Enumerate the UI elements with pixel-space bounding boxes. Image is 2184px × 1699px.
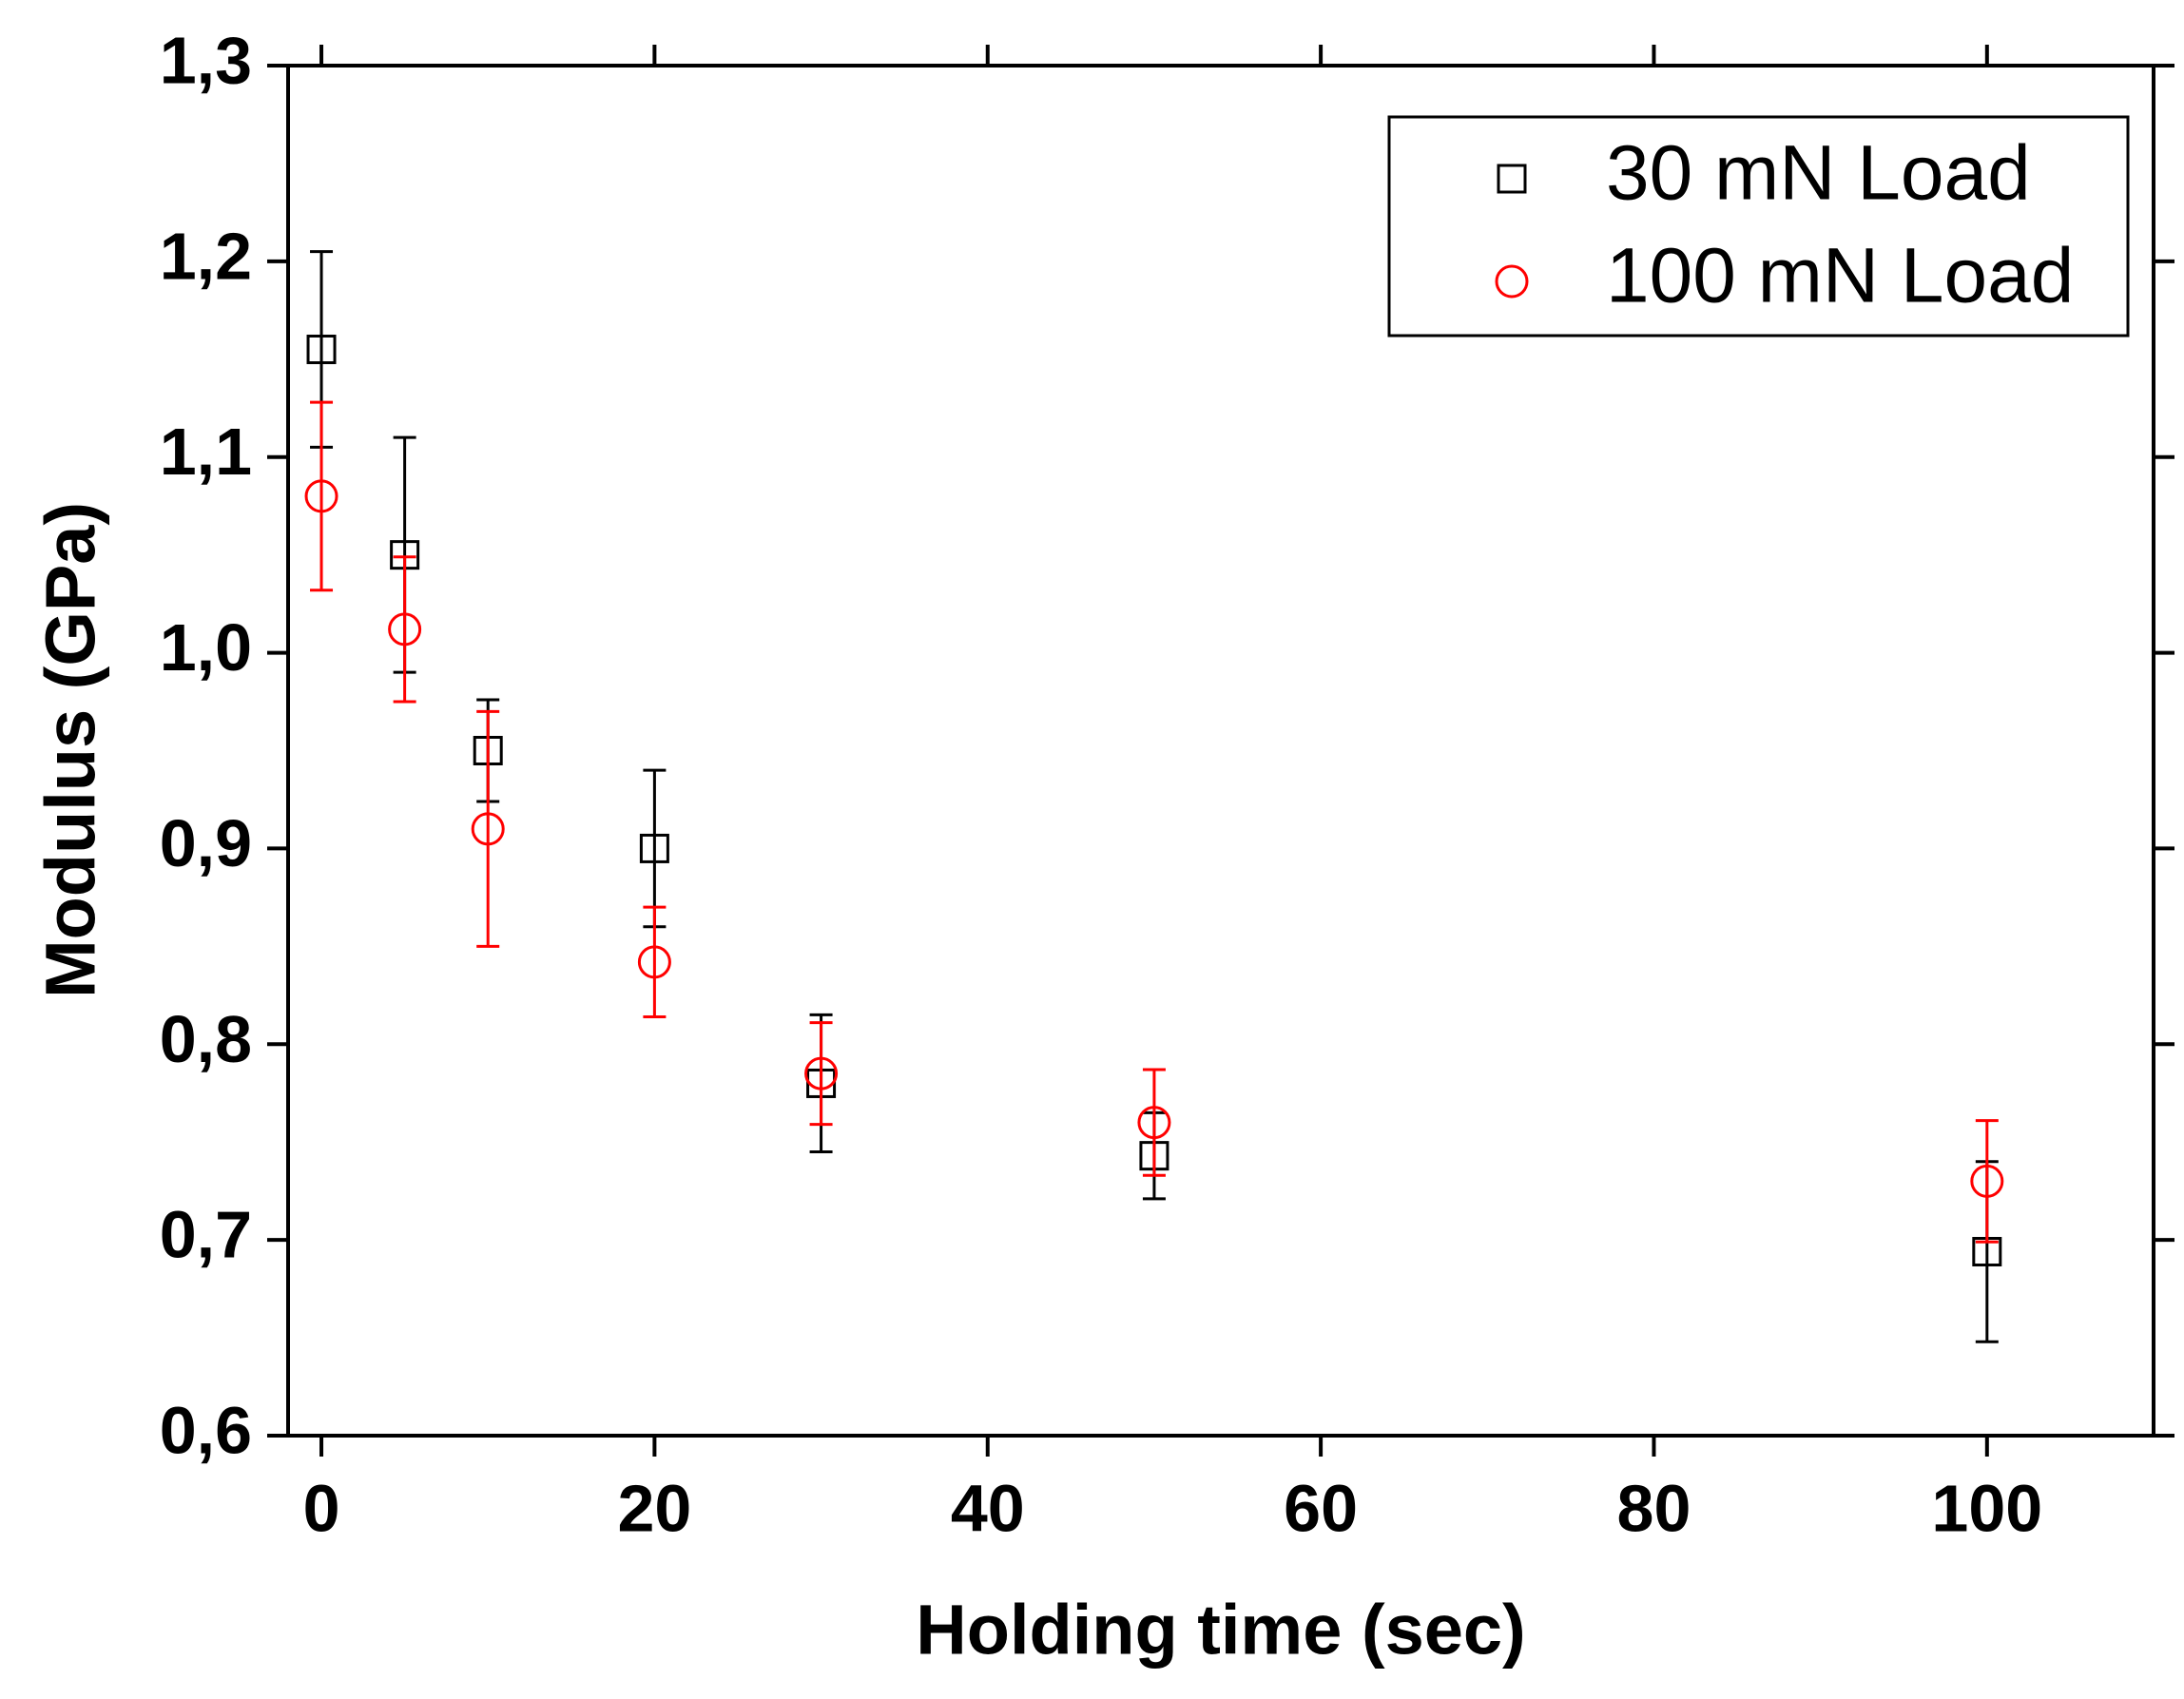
x-tick-label: 80 bbox=[1617, 1471, 1691, 1545]
error-bar bbox=[809, 1021, 833, 1127]
data-point bbox=[1970, 1164, 2004, 1198]
y-tick-label: 1,1 bbox=[160, 415, 252, 489]
error-bar bbox=[1975, 1119, 1999, 1244]
y-tick-label: 1,3 bbox=[160, 23, 252, 97]
x-tick-label: 60 bbox=[1284, 1471, 1358, 1545]
x-tick-label: 100 bbox=[1931, 1471, 2042, 1545]
error-bar bbox=[1142, 1068, 1166, 1177]
x-tick-label: 40 bbox=[951, 1471, 1025, 1545]
error-bar bbox=[310, 400, 334, 592]
y-tick-label: 0,9 bbox=[160, 806, 252, 880]
y-axis-title: Modulus (GPa) bbox=[31, 502, 110, 998]
legend-label: 30 mN Load bbox=[1606, 130, 2031, 217]
legend-marker bbox=[1497, 164, 1527, 194]
x-tick-label: 20 bbox=[617, 1471, 691, 1545]
data-point bbox=[639, 833, 669, 863]
y-tick-label: 1,2 bbox=[160, 219, 252, 293]
plot-frame bbox=[286, 64, 2155, 1438]
x-axis-title: Holding time (sec) bbox=[916, 1591, 1525, 1670]
data-point bbox=[304, 479, 338, 513]
x-tick-label: 0 bbox=[303, 1471, 340, 1545]
y-tick-label: 0,6 bbox=[160, 1393, 252, 1467]
legend-marker bbox=[1495, 264, 1529, 299]
data-point bbox=[388, 612, 422, 647]
error-bar bbox=[393, 555, 416, 704]
y-tick-label: 1,0 bbox=[160, 610, 252, 685]
legend-label: 100 mN Load bbox=[1606, 233, 2074, 319]
data-point bbox=[804, 1056, 839, 1091]
error-bar bbox=[643, 905, 667, 1018]
data-point bbox=[306, 334, 337, 364]
y-tick-label: 0,8 bbox=[160, 1002, 252, 1076]
data-point bbox=[471, 812, 505, 846]
data-point bbox=[1137, 1106, 1171, 1140]
data-point bbox=[637, 945, 671, 979]
y-tick-label: 0,7 bbox=[160, 1198, 252, 1272]
legend-box bbox=[1387, 115, 2130, 338]
error-bar bbox=[643, 768, 667, 929]
error-bar bbox=[476, 709, 500, 948]
